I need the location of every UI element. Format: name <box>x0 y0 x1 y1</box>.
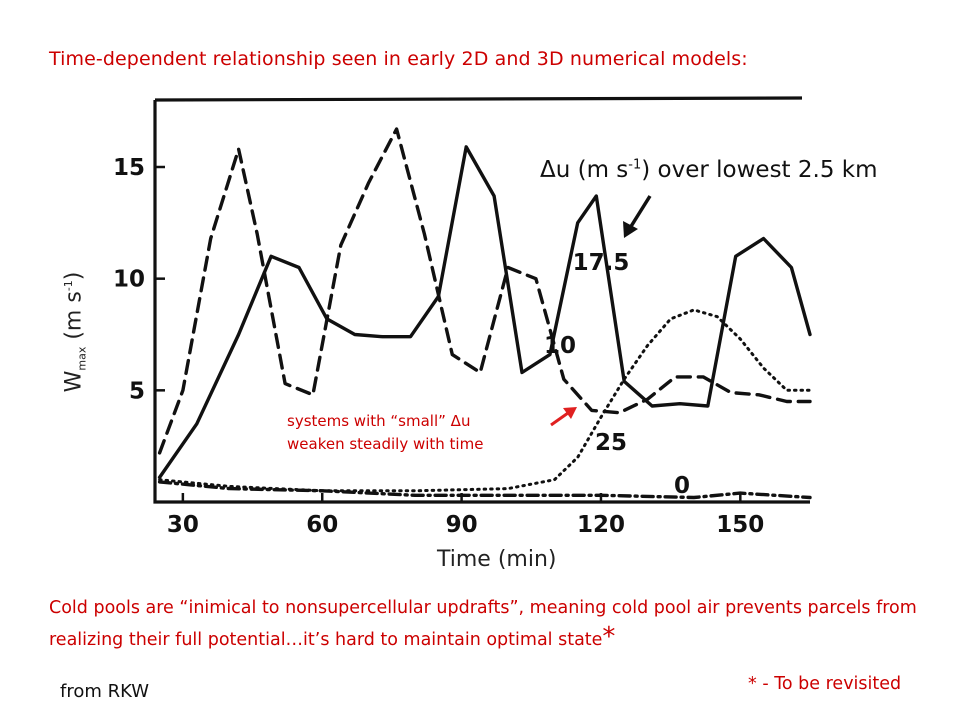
series-line-25 <box>158 308 812 493</box>
bottom-caption-text: Cold pools are “inimical to nonsupercell… <box>49 598 917 650</box>
series-lines <box>157 127 812 500</box>
x-tick-label-150: 150 <box>716 512 764 538</box>
annotation-line-1: systems with “small” Δu <box>287 410 483 433</box>
curve-label-25: 25 <box>595 430 627 456</box>
annotation-arrow-head <box>563 407 577 419</box>
x-axis-label: Time (min) <box>437 547 557 572</box>
axis-ticks: 30 60 90 120 150 5 10 15 <box>113 155 764 538</box>
y-axis-label-sup: -1 <box>61 280 75 292</box>
annotation-text-b: u <box>460 412 471 430</box>
y-axis-label-rest: (m s <box>61 291 87 347</box>
plot-frame <box>153 96 810 504</box>
bottom-caption: Cold pools are “inimical to nonsupercell… <box>49 594 929 655</box>
annotation-arrows <box>550 195 652 427</box>
annotation-delta: Δ <box>450 412 461 430</box>
series-line-10 <box>157 127 812 455</box>
legend-title: Δu (m s-1) over lowest 2.5 km <box>540 157 878 183</box>
bottom-caption-star: * <box>602 622 616 652</box>
y-axis-label: Wmax (m s-1) <box>61 272 88 393</box>
x-tick-label-60: 60 <box>306 512 338 538</box>
curve-label-0: 0 <box>674 473 690 499</box>
footnote: * - To be revisited <box>748 674 902 694</box>
annotation-arrow-shaft <box>550 411 569 427</box>
x-tick-label-90: 90 <box>446 512 478 538</box>
y-tick-label-15: 15 <box>113 155 145 181</box>
annotation-line-2: weaken steadily with time <box>287 435 484 453</box>
axis-frame <box>153 96 810 504</box>
y-tick-label-10: 10 <box>113 267 145 293</box>
annotation-text-a: systems with “small” <box>287 412 451 430</box>
legend-title-text: u (m s <box>555 157 629 183</box>
x-tick-label-120: 120 <box>577 512 625 538</box>
curve-labels: 17.5 10 25 0 <box>544 250 690 499</box>
legend-arrow-shaft <box>628 195 652 229</box>
legend-arrow-head <box>623 221 638 238</box>
curve-label-10: 10 <box>544 333 576 359</box>
y-axis-label-end: ) <box>61 271 87 281</box>
x-tick-label-30: 30 <box>167 512 199 538</box>
curve-label-17-5: 17.5 <box>573 250 630 276</box>
series-line-0 <box>157 480 812 500</box>
small-shear-annotation: systems with “small” Δu weaken steadily … <box>287 410 483 456</box>
legend-title-text-end: ) over lowest 2.5 km <box>641 157 878 183</box>
delta-symbol: Δ <box>540 157 556 183</box>
top-caption: Time-dependent relationship seen in earl… <box>49 48 748 70</box>
source-credit: from RKW <box>60 681 150 702</box>
y-tick-label-5: 5 <box>129 378 145 404</box>
series-line-17-5 <box>157 145 812 480</box>
legend-title-sup: -1 <box>628 157 642 173</box>
y-axis-label-main: W <box>61 370 87 393</box>
y-axis-label-sub: max <box>75 346 89 371</box>
